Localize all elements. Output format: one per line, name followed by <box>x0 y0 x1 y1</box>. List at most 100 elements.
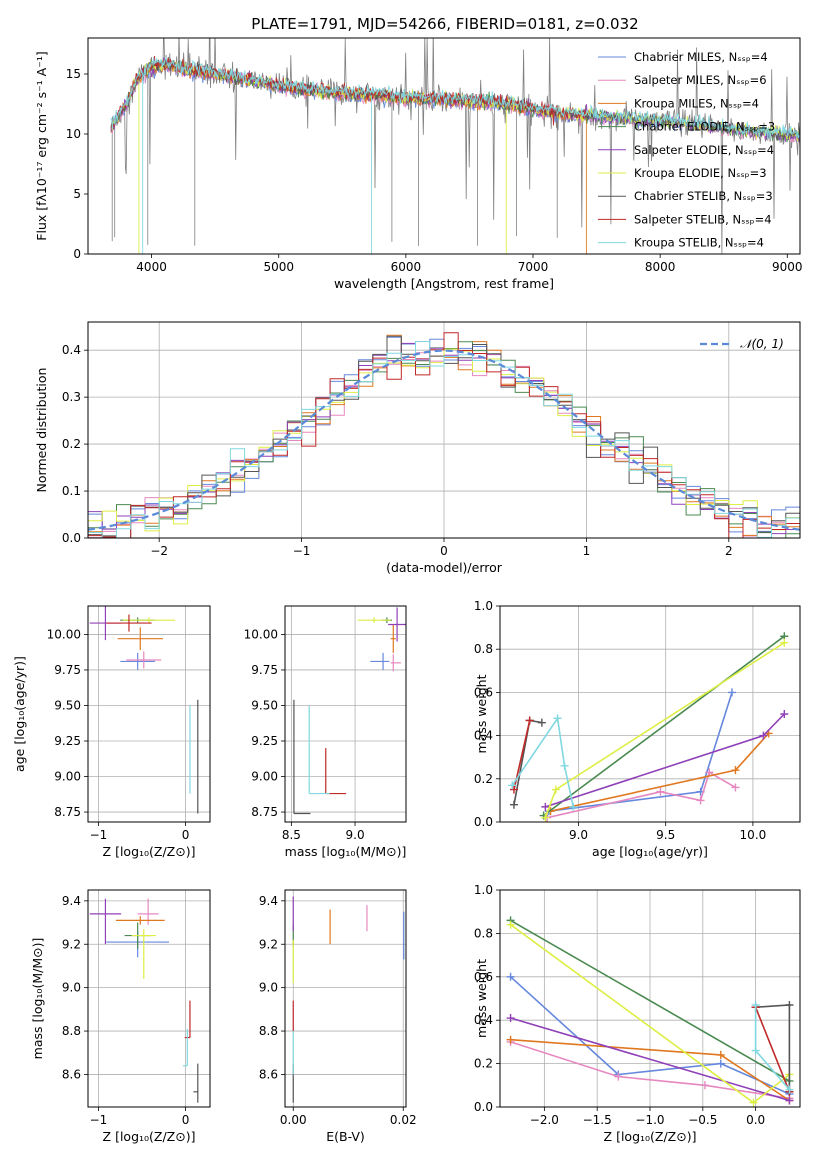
y-tick-label: 10.00 <box>244 627 278 641</box>
x-tick-label: 9.0 <box>569 828 588 842</box>
x-tick-label: 9.5 <box>656 828 675 842</box>
weight-marker-5 <box>541 813 550 822</box>
weight-line-3 <box>543 635 785 817</box>
weight-marker-5 <box>551 785 560 794</box>
axes-frame <box>499 605 801 823</box>
x-tick-label: 9.0 <box>346 828 365 842</box>
weight-marker-6 <box>509 800 518 809</box>
y-tick-label: 9.25 <box>251 734 278 748</box>
axes-frame <box>87 321 801 539</box>
plot-area <box>508 632 789 822</box>
weight-marker-4 <box>759 731 768 740</box>
weight-line-3 <box>510 919 790 1082</box>
plot-area <box>506 916 794 1107</box>
chart-age_vs_mass: 8.5 9.0 8.75 9.00 9.25 9.50 9.75 10.00 mass [log… <box>244 605 407 859</box>
weight-marker-7 <box>509 785 518 794</box>
weight-line-5 <box>544 642 785 818</box>
weight-marker-0 <box>506 972 515 981</box>
weight-marker-2 <box>731 766 740 775</box>
x-axis-label: Z [log₁₀(Z/Z⊙)] <box>604 1129 697 1144</box>
x-tick-label: 4000 <box>136 260 167 274</box>
axes-frame <box>499 889 801 1108</box>
weight-marker-0 <box>727 688 736 697</box>
normal-curve <box>88 349 800 531</box>
weight-marker-2 <box>716 1050 725 1059</box>
weight-marker-4 <box>785 1096 794 1105</box>
y-axis-label: Flux [fλ10⁻¹⁷ erg cm⁻² s⁻¹ A⁻¹] <box>34 51 49 240</box>
x-tick-label: −2.0 <box>530 1113 559 1127</box>
plot-area <box>89 898 199 1103</box>
x-tick-label: −1.5 <box>583 1113 612 1127</box>
weight-marker-1 <box>731 783 740 792</box>
legend-label: Chabrier ELODIE, Nₛₛₚ=3 <box>634 120 775 134</box>
x-tick-label: 0.02 <box>390 1113 417 1127</box>
weight-line-7 <box>754 1006 791 1093</box>
y-tick-label: 0.0 <box>62 531 81 545</box>
plot-area <box>88 332 800 538</box>
x-tick-label: 7000 <box>518 260 549 274</box>
weight-line-0 <box>510 976 790 1095</box>
weight-marker-5 <box>506 920 515 929</box>
legend-label: Kroupa ELODIE, Nₛₛₚ=3 <box>634 166 767 180</box>
chart-weight_vs_Z: −2.0 −1.5 −1.0 −0.5 0.0 0.0 0.2 0.4 0.6 0.8 1.0 Z [… <box>474 883 801 1144</box>
axes-frame <box>284 605 407 823</box>
plot-area <box>293 607 406 815</box>
weight-marker-1 <box>700 1081 709 1090</box>
y-axis-label: mass weight <box>474 674 489 753</box>
y-tick-label: 0.6 <box>474 970 493 984</box>
y-tick-label: 9.4 <box>62 894 81 908</box>
x-tick-label: −2 <box>150 544 168 558</box>
plot-area <box>110 38 800 254</box>
y-tick-label: 0.8 <box>474 642 493 656</box>
y-tick-label: 0.0 <box>474 815 493 829</box>
weight-marker-8 <box>751 1046 760 1055</box>
x-tick-label: −1 <box>90 1113 108 1127</box>
weight-line-8 <box>754 1005 791 1091</box>
weight-marker-6 <box>785 1001 794 1010</box>
weight-line-8 <box>511 716 575 808</box>
plot-area <box>292 896 405 1103</box>
y-tick-label: 9.75 <box>251 663 278 677</box>
y-tick-label: 0.2 <box>62 437 81 451</box>
y-tick-label: 15 <box>66 67 81 81</box>
y-tick-label: 9.50 <box>251 698 278 712</box>
y-tick-label: 8.8 <box>259 1024 278 1038</box>
x-tick-label: 5000 <box>263 260 294 274</box>
y-tick-label: 0.4 <box>474 729 493 743</box>
x-tick-label: 8000 <box>645 260 676 274</box>
x-axis-label: Z [log₁₀(Z/Z⊙)] <box>103 1129 196 1144</box>
y-tick-label: 10 <box>66 127 81 141</box>
weight-marker-1 <box>696 796 705 805</box>
y-tick-label: 1.0 <box>474 599 493 613</box>
y-tick-label: 0.8 <box>474 926 493 940</box>
weight-marker-7 <box>525 716 534 725</box>
legend-label: 𝒩(0, 1) <box>740 337 784 351</box>
x-tick-label: −1 <box>293 544 311 558</box>
weight-line-4 <box>510 1017 790 1102</box>
chart-mass_vs_Z: −1 0 8.6 8.8 9.0 9.2 9.4 Z [log₁₀(Z/Z⊙)] mass [l… <box>30 889 211 1144</box>
weight-marker-8 <box>553 714 562 723</box>
x-tick-label: 2 <box>725 544 733 558</box>
axes-frame <box>87 889 211 1108</box>
weight-marker-6 <box>537 718 546 727</box>
legend-label: Kroupa MILES, Nₛₛₚ=4 <box>634 96 759 110</box>
y-tick-label: 9.00 <box>251 770 278 784</box>
x-axis-label: Z [log₁₀(Z/Z⊙)] <box>103 844 196 859</box>
y-axis-label: mass weight <box>474 959 489 1038</box>
chart-weight_vs_age: 9.0 9.5 10.0 0.0 0.2 0.4 0.6 0.8 1.0 age [log₁₀(a… <box>474 599 801 859</box>
legend-label: Salpeter ELODIE, Nₛₛₚ=4 <box>634 143 774 157</box>
y-tick-label: 0.2 <box>474 1057 493 1071</box>
x-axis-label: wavelength [Angstrom, rest frame] <box>334 276 554 291</box>
weight-line-1 <box>510 1041 790 1100</box>
y-tick-label: 9.75 <box>54 663 81 677</box>
axes-frame <box>87 605 211 823</box>
axes-frame <box>87 37 801 255</box>
y-tick-label: 8.75 <box>251 805 278 819</box>
chart-residuals: −2 −1 0 1 2 0.0 0.1 0.2 0.3 0.4 (data-model)/error… <box>34 321 801 575</box>
y-tick-label: 1.0 <box>474 883 493 897</box>
y-tick-label: 10.00 <box>47 627 81 641</box>
x-axis-label: (data-model)/error <box>386 560 503 575</box>
x-tick-label: 10.0 <box>740 828 767 842</box>
chart-mass_vs_ebv: 0.00 0.02 8.6 8.8 9.0 9.2 9.4 E(B-V) <box>259 889 417 1144</box>
